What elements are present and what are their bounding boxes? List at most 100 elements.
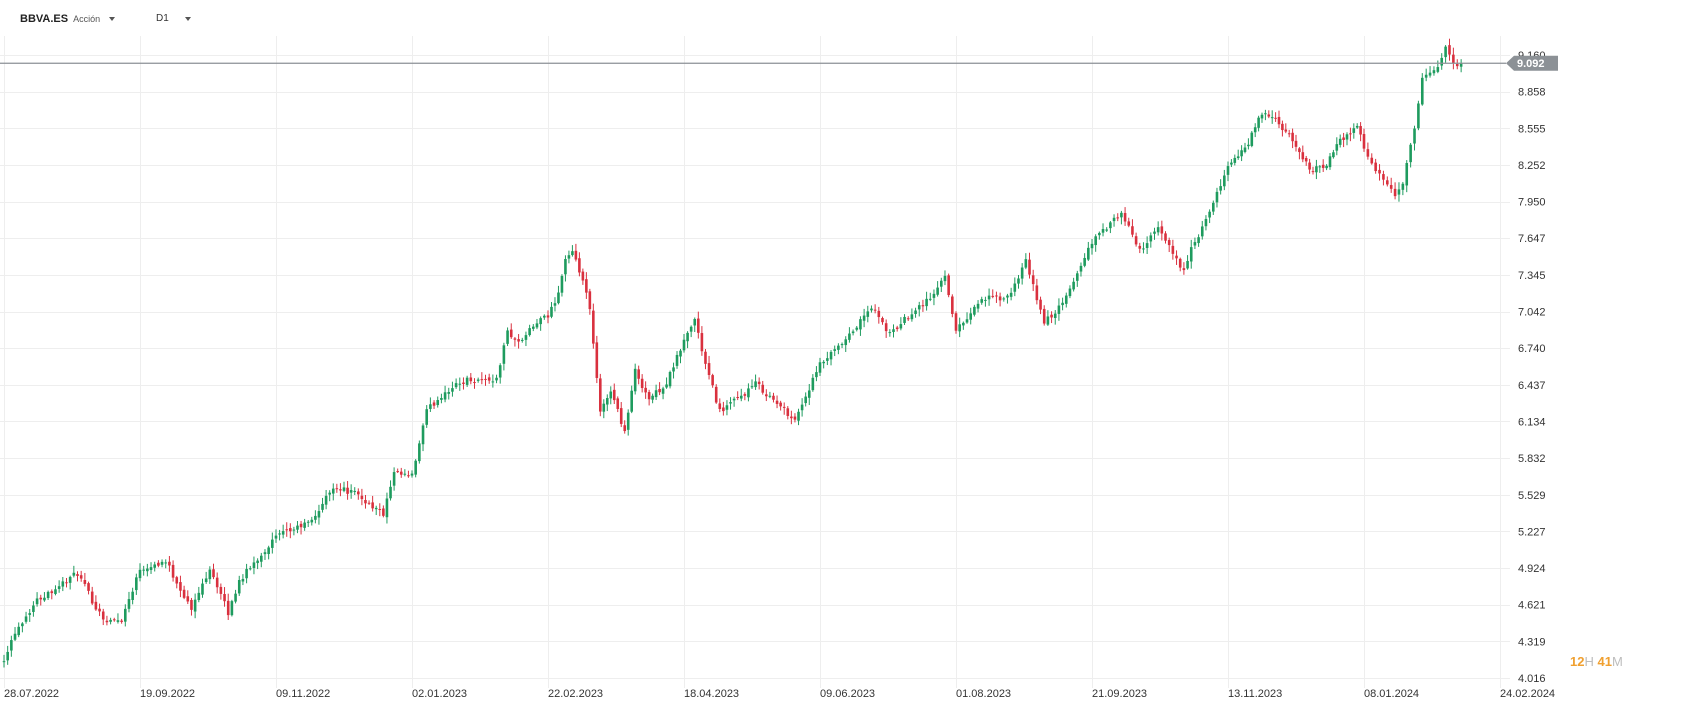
candle-body — [1226, 166, 1230, 175]
candle-body — [289, 528, 292, 532]
candle-body — [403, 473, 407, 475]
x-tick-label: 22.02.2023 — [548, 688, 603, 700]
candle — [495, 374, 498, 384]
y-tick-label: 5.529 — [1518, 490, 1546, 502]
candle-body — [374, 507, 378, 510]
candle-body — [884, 323, 888, 332]
candle — [256, 558, 259, 570]
y-tick-label: 7.950 — [1518, 197, 1546, 209]
candle — [2, 654, 6, 668]
candle — [873, 304, 877, 314]
candle-body — [1318, 166, 1322, 168]
candle-body — [1233, 157, 1237, 163]
candle-body — [296, 525, 299, 530]
candle — [564, 255, 567, 282]
candle — [1020, 263, 1024, 285]
candle — [1374, 158, 1377, 174]
candle — [271, 532, 274, 554]
candle-body — [1420, 77, 1424, 105]
candle — [248, 565, 252, 571]
y-tick-label: 6.740 — [1518, 343, 1546, 355]
candle — [1072, 277, 1075, 292]
candle — [1257, 115, 1260, 132]
candle — [98, 603, 101, 617]
candle-body — [892, 329, 895, 333]
candle-body — [208, 569, 212, 580]
candle-body — [1378, 169, 1381, 174]
time-axis[interactable]: 28.07.2022 19.09.2022 09.11.2022 02.01.2023… — [4, 688, 1555, 700]
candle — [281, 524, 285, 539]
candle-body — [881, 318, 884, 323]
candle — [595, 335, 599, 384]
candle-body — [578, 258, 581, 273]
candle-body — [112, 619, 116, 621]
candle — [418, 440, 421, 464]
y-tick-label: 8.252 — [1518, 160, 1546, 172]
candle-body — [1189, 247, 1193, 262]
candle-body — [707, 363, 711, 375]
candle — [1274, 112, 1277, 122]
candle-body — [686, 332, 689, 342]
candle-body — [201, 583, 204, 595]
x-tick-label: 21.09.2023 — [1092, 688, 1147, 700]
candle — [1068, 285, 1072, 299]
candle-body — [517, 339, 520, 342]
candle — [616, 396, 620, 413]
bar-countdown: 12H 41M — [1570, 654, 1623, 669]
candle-body — [436, 400, 440, 406]
candle-body — [932, 293, 936, 298]
candle-body — [772, 395, 775, 400]
candle — [339, 483, 342, 497]
candle-body — [553, 303, 557, 306]
candle — [1226, 161, 1230, 182]
candle-body — [1382, 174, 1385, 180]
candle-body — [984, 299, 987, 301]
candle — [546, 310, 550, 324]
y-tick-label: 5.227 — [1518, 526, 1546, 538]
candle-body — [829, 351, 833, 360]
candle — [50, 589, 54, 600]
candle-body — [1355, 125, 1359, 128]
candle — [331, 483, 335, 501]
candle — [138, 563, 142, 582]
candle — [135, 573, 138, 595]
candle — [1013, 277, 1017, 297]
candle-body — [186, 596, 190, 602]
candle — [686, 331, 689, 349]
y-tick-label: 6.134 — [1518, 416, 1546, 428]
candle — [837, 343, 840, 355]
candle-body — [543, 315, 546, 318]
symbol-selector[interactable]: BBVA.ES Acción — [20, 13, 116, 25]
candle-body — [903, 316, 906, 323]
x-tick-label: 02.01.2023 — [412, 688, 467, 700]
candle-body — [736, 397, 739, 399]
price-axis[interactable]: 9.1608.8588.5558.2527.9507.6477.3457.042… — [1518, 50, 1546, 685]
candles — [2, 38, 1463, 668]
timeframe-selector[interactable]: D1 — [156, 13, 191, 24]
candle-body — [153, 564, 157, 568]
candle-body — [292, 529, 296, 531]
candle-body — [866, 311, 870, 317]
candle — [480, 372, 484, 385]
candle — [1164, 231, 1167, 244]
candle — [179, 575, 182, 598]
candle — [252, 556, 256, 575]
candle-body — [637, 369, 640, 379]
candle-body — [382, 508, 385, 516]
candle-body — [1127, 221, 1131, 226]
candle-body — [1440, 57, 1444, 66]
candle-body — [1243, 147, 1247, 152]
candle-body — [317, 511, 321, 518]
candle — [998, 292, 1002, 307]
candle-body — [804, 396, 807, 404]
candle-body — [1197, 237, 1200, 244]
candle-body — [324, 495, 328, 505]
candle-body — [1428, 72, 1432, 76]
candle-body — [440, 397, 443, 400]
candle — [736, 391, 739, 401]
candle — [1057, 298, 1061, 321]
candle-body — [851, 331, 855, 334]
candle-body — [888, 332, 892, 334]
candle — [779, 400, 782, 411]
